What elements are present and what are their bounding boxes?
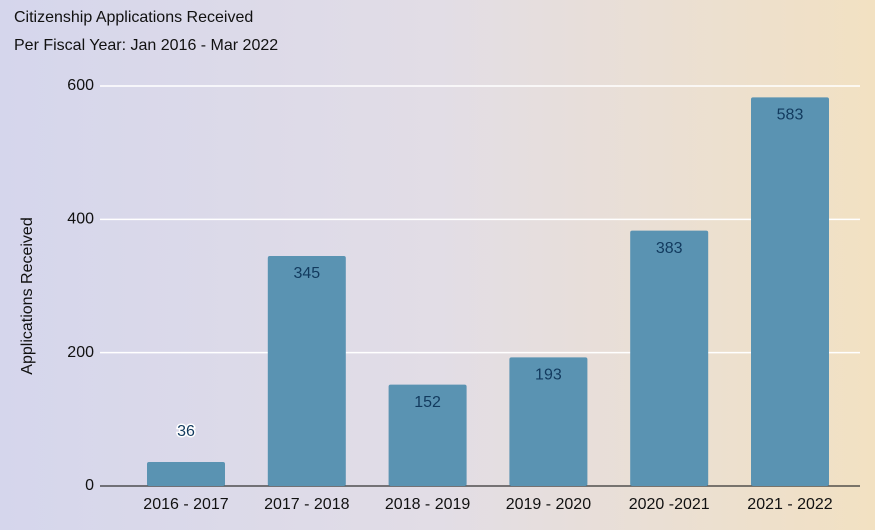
y-tick-label: 600 — [67, 77, 94, 94]
chart-title: Citizenship Applications Received — [14, 9, 253, 26]
data-label: 152 — [414, 394, 441, 411]
bar — [267, 256, 346, 486]
data-label: 345 — [293, 265, 320, 282]
x-tick-label: 2017 - 2018 — [264, 496, 350, 513]
bar — [751, 97, 829, 486]
x-tick-label: 2016 - 2017 — [143, 496, 229, 513]
bar — [147, 462, 225, 486]
chart-subtitle: Per Fiscal Year: Jan 2016 - Mar 2022 — [14, 37, 278, 54]
data-label: 383 — [656, 240, 683, 257]
y-tick-label: 200 — [67, 344, 94, 361]
data-label: 583 — [777, 107, 804, 124]
x-tick-label: 2020 -2021 — [629, 496, 710, 513]
bar — [630, 230, 709, 486]
x-tick-label: 2021 - 2022 — [747, 496, 833, 513]
data-label: 193 — [535, 367, 562, 384]
y-axis-label: Applications Received — [19, 217, 36, 374]
data-label: 36 — [177, 423, 195, 440]
x-tick-label: 2018 - 2019 — [385, 496, 471, 513]
y-tick-label: 0 — [85, 477, 94, 494]
x-tick-label: 2019 - 2020 — [506, 496, 592, 513]
bar — [388, 384, 467, 486]
y-tick-label: 400 — [67, 211, 94, 228]
bar — [509, 357, 588, 486]
